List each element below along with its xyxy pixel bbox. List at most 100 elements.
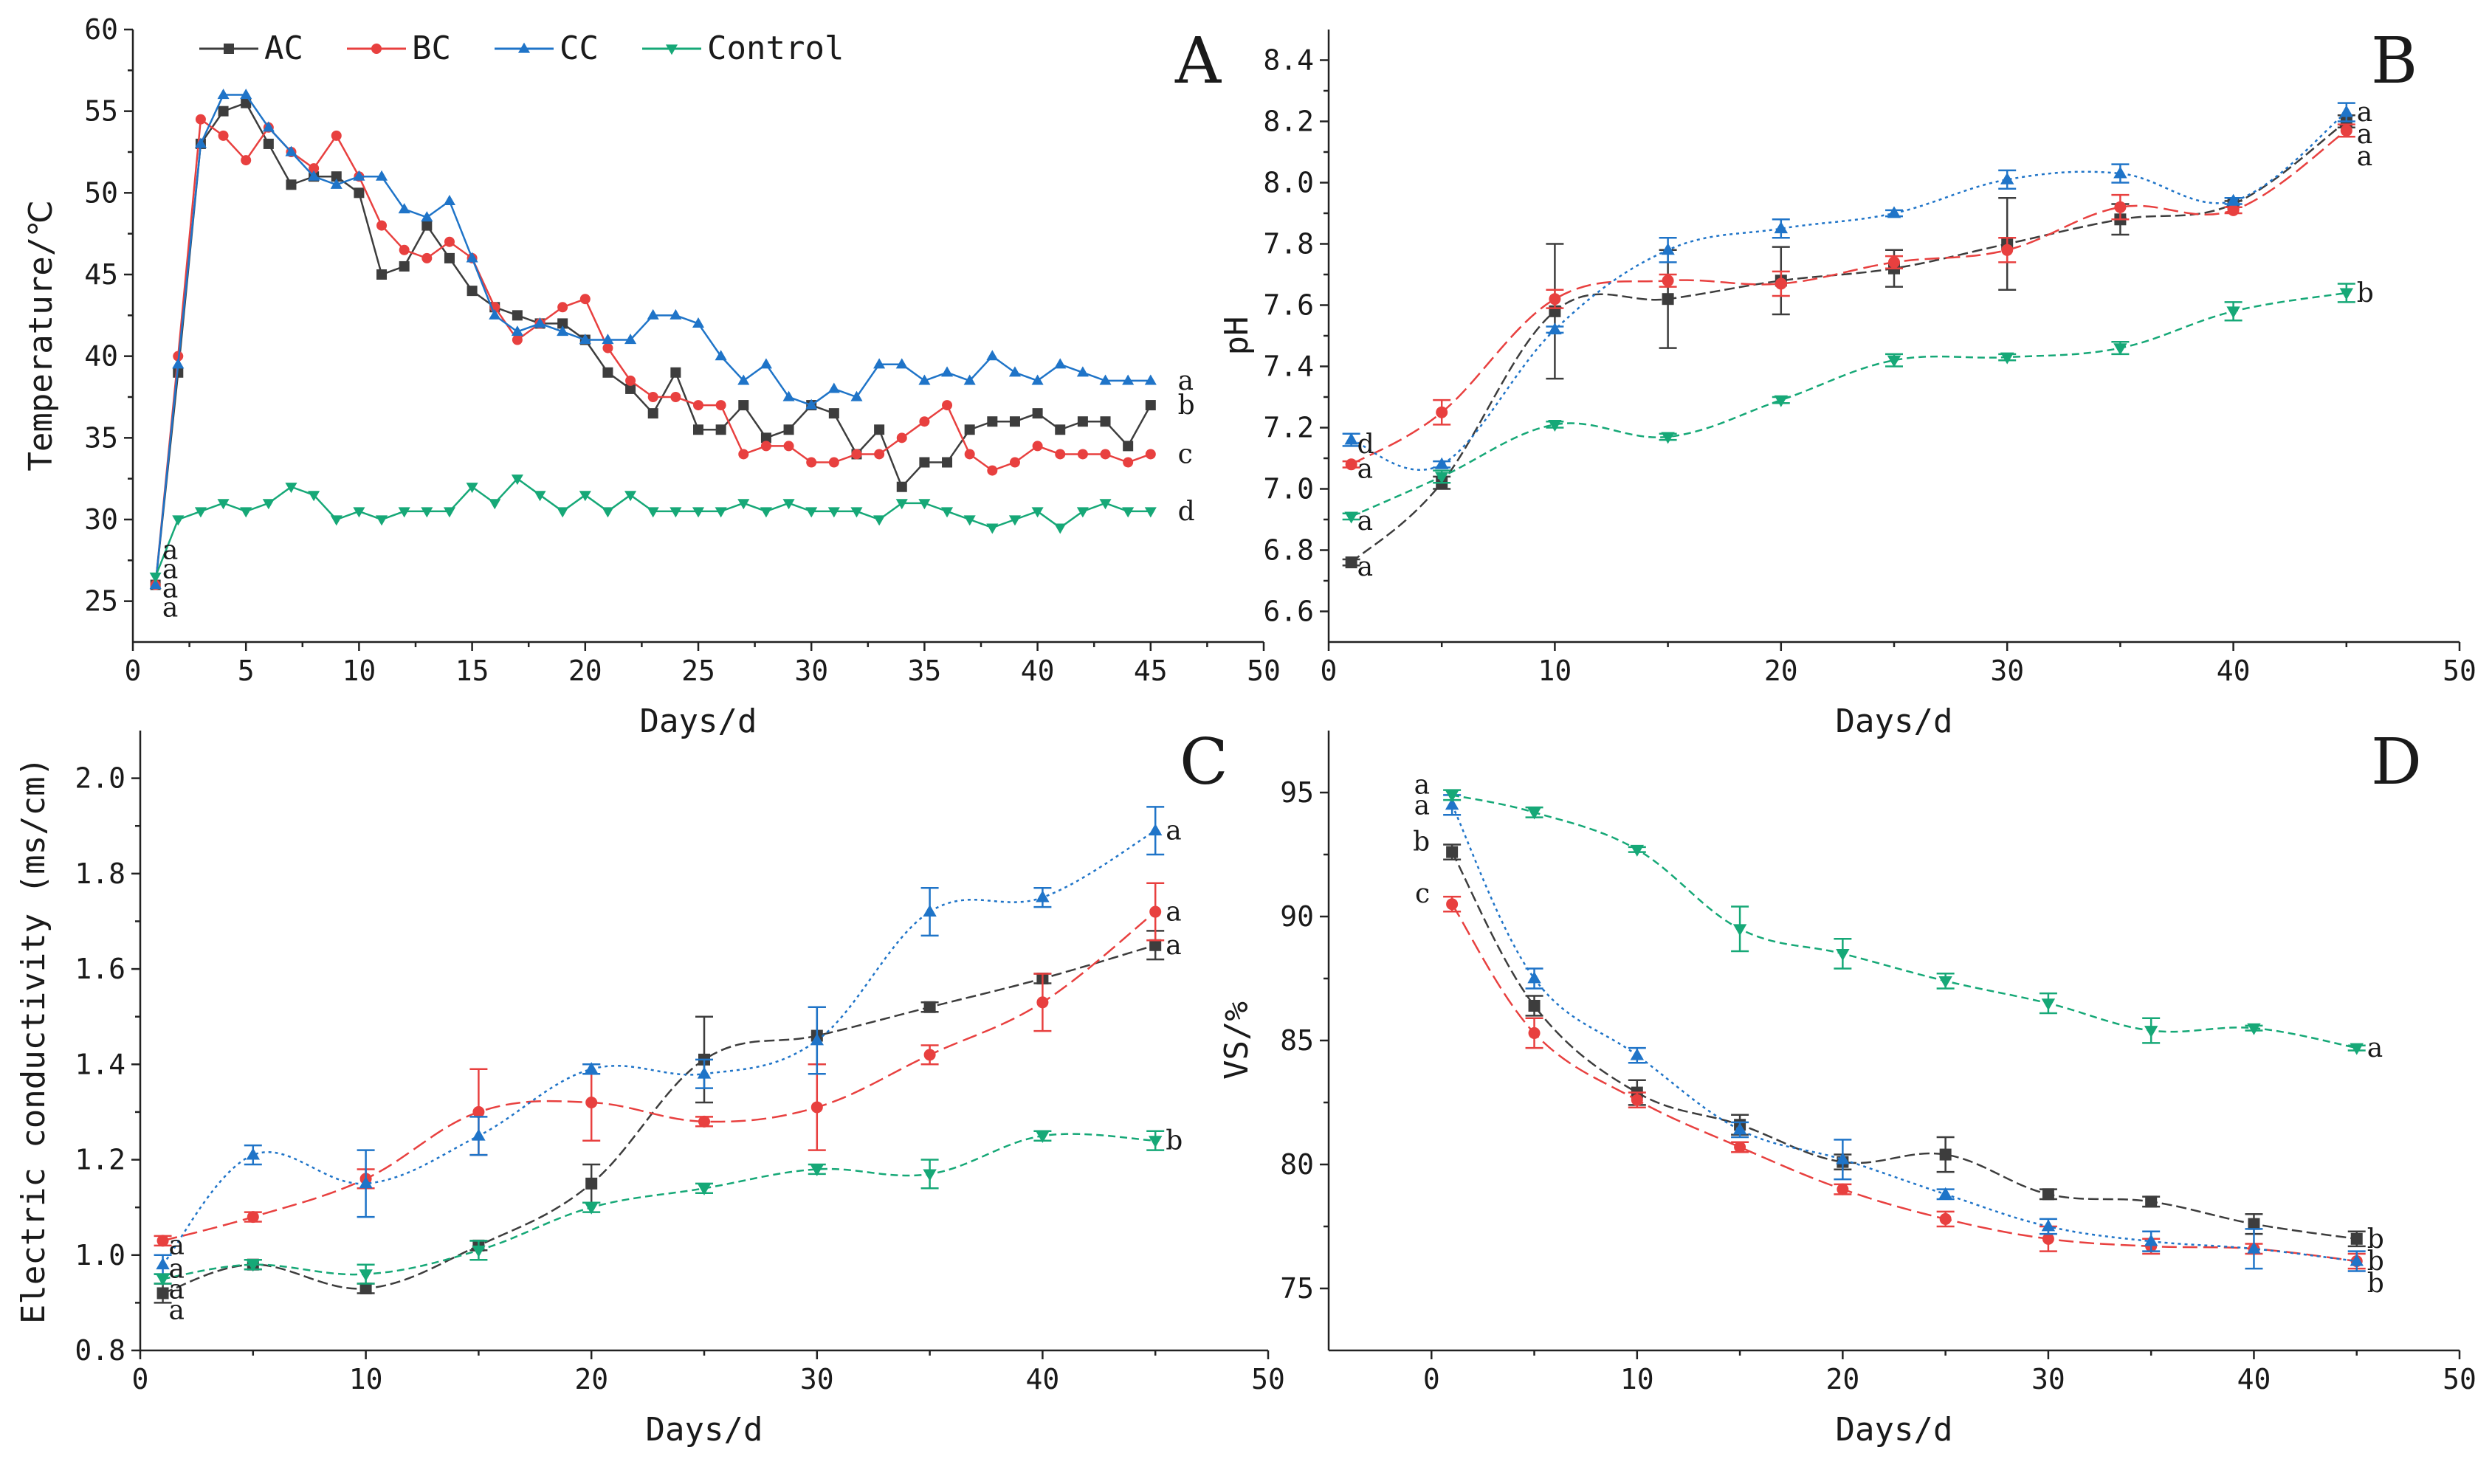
series-cc (149, 89, 1157, 590)
data-point (923, 1001, 936, 1013)
significance-letter: a (1178, 366, 1194, 396)
x-tick-label: 40 (2237, 1363, 2271, 1395)
x-tick-label: 10 (1620, 1363, 1654, 1395)
data-point (2000, 352, 2014, 365)
data-point (585, 1097, 598, 1108)
legend-item-cc: CC (495, 30, 599, 67)
data-point (330, 178, 343, 189)
data-point (354, 187, 365, 199)
data-point (2339, 105, 2353, 117)
data-point (194, 137, 207, 148)
data-point (375, 170, 388, 181)
x-tick-label: 30 (794, 655, 828, 687)
data-point (1939, 1212, 1952, 1225)
data-point (421, 211, 433, 222)
data-point (512, 310, 523, 321)
data-point (1123, 457, 1134, 468)
data-point (670, 308, 682, 320)
data-point (2001, 244, 2014, 256)
data-point (698, 1115, 710, 1128)
data-point (625, 375, 636, 386)
y-tick-label: 75 (1280, 1272, 1314, 1305)
data-point (670, 367, 681, 378)
data-point (874, 449, 885, 460)
data-point (534, 491, 546, 502)
x-tick-label: 25 (681, 655, 715, 687)
series-cc (1443, 794, 2366, 1272)
x-axis-title: Days/d (1836, 703, 1953, 740)
data-point (647, 308, 659, 320)
data-point (331, 130, 342, 141)
data-point (850, 390, 863, 401)
significance-letter: a (2367, 1033, 2383, 1063)
data-point (1122, 374, 1135, 385)
data-point (1435, 457, 1449, 469)
y-tick-label: 6.8 (1263, 534, 1314, 567)
data-point (444, 252, 455, 263)
data-point (149, 572, 162, 583)
data-point (602, 507, 614, 518)
significance-letter: a (169, 1275, 185, 1305)
data-point (241, 155, 252, 166)
data-point (760, 432, 771, 444)
data-point (827, 507, 840, 518)
series-cc (1342, 102, 2355, 471)
data-point (1549, 293, 1561, 306)
series-line (154, 477, 1151, 577)
series-control (1443, 789, 2366, 1055)
series-bc (150, 114, 1156, 590)
significance-letter: b (2367, 1269, 2384, 1299)
series-ac (154, 930, 1165, 1304)
significance-letter: b (1178, 390, 1195, 421)
data-point (579, 334, 591, 345)
y-tick-label: 95 (1280, 776, 1314, 809)
data-point (1100, 416, 1111, 427)
series-line (162, 944, 1156, 1294)
y-tick-label: 45 (84, 258, 118, 291)
data-point (557, 302, 568, 313)
significance-letter: a (2357, 142, 2372, 172)
y-tick-label: 30 (84, 503, 118, 536)
data-point (896, 481, 907, 492)
data-point (2227, 204, 2240, 216)
significance-letter: a (1357, 454, 1373, 484)
data-point (308, 170, 320, 181)
x-tick-label: 0 (1321, 655, 1338, 687)
data-point (806, 457, 817, 468)
data-point (986, 523, 999, 534)
data-point (1527, 971, 1541, 984)
significance-letter: a (2357, 97, 2372, 128)
series-bc (1443, 895, 2366, 1270)
data-point (2248, 1218, 2260, 1230)
significance-letter: a (162, 593, 178, 624)
y-axis-title: Electric conductivity (ms/cm) (15, 757, 52, 1324)
data-point (399, 244, 410, 255)
data-point (760, 358, 772, 369)
panel-a: 0 5 10 15 20 25 30 35 40 45 50 25 30 35 40 45 50 55 60 Days… (22, 13, 1281, 740)
data-point (557, 318, 568, 329)
data-point (1036, 890, 1050, 903)
data-point (602, 367, 613, 378)
data-point (1149, 1136, 1163, 1148)
data-point (1734, 1141, 1746, 1153)
data-point (375, 515, 388, 526)
data-point (1836, 949, 1850, 961)
x-axis-title: Days/d (646, 1411, 763, 1449)
data-point (919, 457, 930, 468)
data-point (421, 507, 433, 518)
data-point (1887, 355, 1901, 367)
data-point (156, 1274, 170, 1286)
legend-item-ac: AC (199, 30, 303, 67)
x-tick-label: 40 (2217, 655, 2251, 687)
data-point (1076, 366, 1089, 377)
series-line (162, 911, 1156, 1242)
significance-letter: a (162, 536, 178, 566)
data-point (149, 579, 162, 590)
data-point (760, 507, 772, 518)
series-ac (150, 97, 1156, 590)
x-tick-label: 30 (800, 1363, 834, 1395)
data-point (693, 400, 703, 411)
significance-letter: b (1166, 1126, 1183, 1156)
data-point (1149, 905, 1162, 918)
legend-swatch-marker (665, 44, 678, 55)
